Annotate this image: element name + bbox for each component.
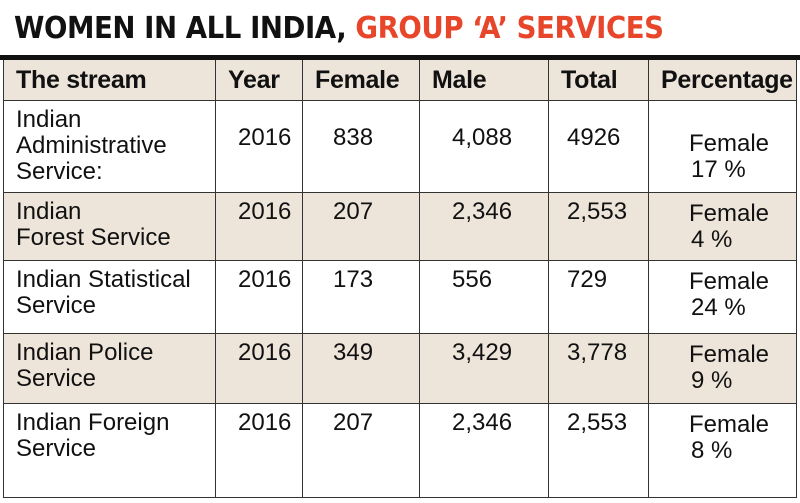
stream-line: Indian bbox=[16, 197, 82, 225]
header-male: Male bbox=[419, 60, 549, 101]
table-row: Indian Statistical Service 2016 173 556 … bbox=[3, 260, 797, 334]
header-stream: The stream bbox=[3, 60, 216, 101]
table-row: Indian Foreign Service 2016 207 2,346 2,… bbox=[3, 403, 797, 498]
table-row: Indian Administrative Service: 2016 838 … bbox=[3, 100, 797, 193]
female-cell: 349 bbox=[302, 333, 420, 404]
percentage-value: 4 % bbox=[691, 225, 733, 253]
header-total: Total bbox=[548, 60, 649, 101]
year-cell: 2016 bbox=[215, 333, 303, 404]
stream-line: Administrative bbox=[16, 131, 167, 159]
table-row: Indian Forest Service 2016 207 2,346 2,5… bbox=[3, 192, 797, 261]
percentage-value: 8 % bbox=[691, 436, 733, 464]
percentage-cell: Female 8 % bbox=[648, 403, 797, 498]
male-cell: 4,088 bbox=[419, 100, 549, 193]
percentage-label: Female bbox=[689, 267, 770, 295]
stream-cell: Indian Foreign Service bbox=[3, 403, 216, 498]
female-cell: 838 bbox=[302, 100, 420, 193]
male-cell: 2,346 bbox=[419, 403, 549, 498]
percentage-cell: Female 9 % bbox=[648, 333, 797, 404]
stream-line: Service bbox=[16, 364, 97, 392]
title-part-black: WOMEN IN ALL INDIA, bbox=[14, 11, 356, 46]
percentage-cell: Female 17 % bbox=[648, 100, 797, 193]
header-year: Year bbox=[215, 60, 303, 101]
stream-line: Service bbox=[16, 291, 97, 319]
total-cell: 2,553 bbox=[548, 403, 649, 498]
percentage-label: Female bbox=[689, 340, 770, 368]
header-row: The stream Year Female Male Total Percen… bbox=[3, 60, 797, 101]
percentage-label: Female bbox=[689, 410, 770, 438]
year-cell: 2016 bbox=[215, 100, 303, 193]
title-part-orange: GROUP ‘A’ SERVICES bbox=[355, 11, 664, 46]
stream-cell: Indian Forest Service bbox=[3, 192, 216, 261]
stream-line: Forest Service bbox=[16, 223, 171, 251]
stream-line: Indian Police bbox=[16, 338, 154, 366]
total-cell: 729 bbox=[548, 260, 649, 334]
stream-cell: Indian Police Service bbox=[3, 333, 216, 404]
percentage-cell: Female 24 % bbox=[648, 260, 797, 334]
female-cell: 207 bbox=[302, 403, 420, 498]
percentage-cell: Female 4 % bbox=[648, 192, 797, 261]
year-cell: 2016 bbox=[215, 192, 303, 261]
stream-line: Service bbox=[16, 434, 97, 462]
male-cell: 2,346 bbox=[419, 192, 549, 261]
female-cell: 173 bbox=[302, 260, 420, 334]
percentage-label: Female bbox=[689, 199, 770, 227]
male-cell: 556 bbox=[419, 260, 549, 334]
stream-line: Indian Statistical bbox=[16, 265, 191, 293]
male-cell: 3,429 bbox=[419, 333, 549, 404]
percentage-value: 17 % bbox=[691, 155, 746, 183]
page-title: WOMEN IN ALL INDIA, GROUP ‘A’ SERVICES bbox=[14, 6, 664, 54]
stream-line: Service: bbox=[16, 157, 103, 185]
stream-cell: Indian Administrative Service: bbox=[3, 100, 216, 193]
total-cell: 2,553 bbox=[548, 192, 649, 261]
year-cell: 2016 bbox=[215, 260, 303, 334]
header-female: Female bbox=[302, 60, 420, 101]
services-table: The stream Year Female Male Total Percen… bbox=[3, 60, 797, 498]
year-cell: 2016 bbox=[215, 403, 303, 498]
female-cell: 207 bbox=[302, 192, 420, 261]
total-cell: 4926 bbox=[548, 100, 649, 193]
percentage-value: 24 % bbox=[691, 293, 746, 321]
percentage-value: 9 % bbox=[691, 366, 733, 394]
stream-line: Indian Foreign bbox=[16, 408, 170, 436]
header-percentage: Percentage bbox=[648, 60, 797, 101]
title-divider bbox=[0, 55, 800, 60]
percentage-label: Female bbox=[689, 129, 770, 157]
stream-line: Indian bbox=[16, 105, 82, 133]
stream-cell: Indian Statistical Service bbox=[3, 260, 216, 334]
total-cell: 3,778 bbox=[548, 333, 649, 404]
table-row: Indian Police Service 2016 349 3,429 3,7… bbox=[3, 333, 797, 404]
